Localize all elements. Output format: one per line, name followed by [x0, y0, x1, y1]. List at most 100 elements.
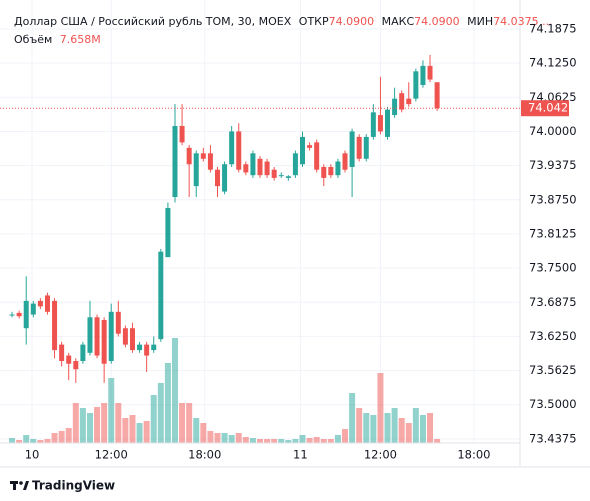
volume-bar — [150, 395, 157, 443]
volume-bar — [221, 433, 228, 443]
volume-bar — [129, 415, 136, 443]
candle-body — [377, 115, 383, 132]
candle-body — [137, 344, 143, 351]
x-tick-label: 10 — [25, 448, 40, 462]
volume-bar — [58, 431, 65, 443]
volume-bar — [398, 418, 405, 443]
candle-body — [271, 169, 277, 178]
candle-body — [385, 109, 391, 137]
y-tick-label: 73.6250 — [529, 329, 577, 343]
volume-bar — [108, 378, 115, 443]
volume-layer — [9, 338, 441, 443]
volume-bar — [242, 437, 249, 443]
volume-bar — [377, 373, 384, 443]
volume-bar — [122, 418, 129, 443]
low-label: МИН — [467, 15, 493, 28]
candle-body — [59, 344, 65, 362]
open-label: ОТКР — [299, 15, 329, 28]
volume-bar — [384, 413, 391, 443]
volume-bar — [349, 393, 356, 443]
volume-bar — [9, 438, 16, 443]
y-tick-label: 73.8125 — [529, 226, 577, 240]
volume-bar — [285, 440, 292, 443]
candle-body — [151, 344, 157, 351]
volume-bar — [37, 440, 44, 443]
volume-bar — [434, 438, 441, 443]
volume-bar — [186, 403, 193, 443]
candle-body — [307, 145, 313, 148]
volume-bar — [200, 423, 207, 443]
low-value: 74.0375 ... — [493, 15, 552, 28]
candle-body — [30, 303, 36, 315]
volume-bar — [136, 423, 143, 443]
candle-body — [172, 125, 178, 198]
candle-body — [264, 161, 270, 176]
candle-body — [285, 176, 291, 178]
volume-bar — [299, 435, 306, 443]
y-tick-label: 73.9375 — [529, 158, 577, 172]
volume-bar — [419, 415, 426, 443]
candle-body — [406, 98, 412, 105]
candle-body — [101, 320, 107, 364]
candle-body — [200, 153, 206, 159]
volume-bar — [278, 439, 285, 443]
volume-bar — [313, 437, 320, 443]
candle-body — [328, 166, 334, 176]
candle-body — [300, 136, 306, 165]
candle-body — [420, 65, 426, 85]
volume-bar — [207, 431, 214, 443]
candle-body — [214, 169, 220, 187]
candle-body — [349, 131, 355, 167]
grid — [0, 0, 520, 443]
candle-body — [16, 312, 22, 317]
candle-layer — [9, 54, 440, 383]
volume-bar — [193, 418, 200, 443]
y-tick-label: 73.5625 — [529, 363, 577, 377]
volume-bar — [271, 439, 278, 443]
y-tick-label: 73.8750 — [529, 192, 577, 206]
volume-bar — [51, 433, 58, 443]
candle-body — [335, 161, 341, 176]
candle-body — [115, 311, 121, 334]
volume-bar — [44, 439, 51, 443]
candle-body — [370, 112, 376, 137]
candle-body — [9, 314, 15, 316]
last-price-label: 74.0425 — [528, 101, 576, 115]
volume-bar — [23, 435, 30, 443]
volume-bar — [342, 429, 349, 443]
x-tick-label: 11 — [293, 448, 308, 462]
candle-body — [129, 328, 135, 351]
volume-bar — [164, 363, 171, 443]
y-tick-label: 73.7500 — [529, 261, 577, 275]
volume-bar — [249, 438, 256, 443]
volume-bar — [94, 407, 101, 443]
volume-bar — [72, 403, 79, 443]
candle-body — [158, 251, 164, 340]
x-tick-label: 18:00 — [457, 448, 490, 462]
volume-bar — [30, 439, 37, 443]
candle-body — [399, 93, 405, 110]
candle-body — [186, 147, 192, 165]
candle-body — [144, 344, 150, 356]
candle-body — [314, 142, 320, 170]
candle-body — [321, 166, 327, 178]
chart-title: Доллар США / Российский рубль TOM, 30, M… — [14, 15, 292, 28]
candle-body — [108, 311, 114, 362]
volume-bar — [143, 421, 150, 443]
volume-bar — [405, 423, 412, 443]
candle-body — [37, 300, 43, 307]
candle-body — [193, 153, 199, 187]
candle-body — [94, 317, 100, 356]
candle-body — [292, 153, 298, 176]
candle-body — [66, 355, 72, 364]
volume-bar — [427, 413, 434, 443]
x-tick-label: 12:00 — [364, 448, 397, 462]
volume-bar — [16, 440, 23, 443]
candle-body — [207, 153, 213, 170]
volume-bar — [363, 413, 370, 443]
candle-body — [427, 65, 433, 80]
volume-bar — [334, 435, 341, 443]
volume-bar — [171, 338, 178, 443]
candle-body — [73, 361, 79, 370]
